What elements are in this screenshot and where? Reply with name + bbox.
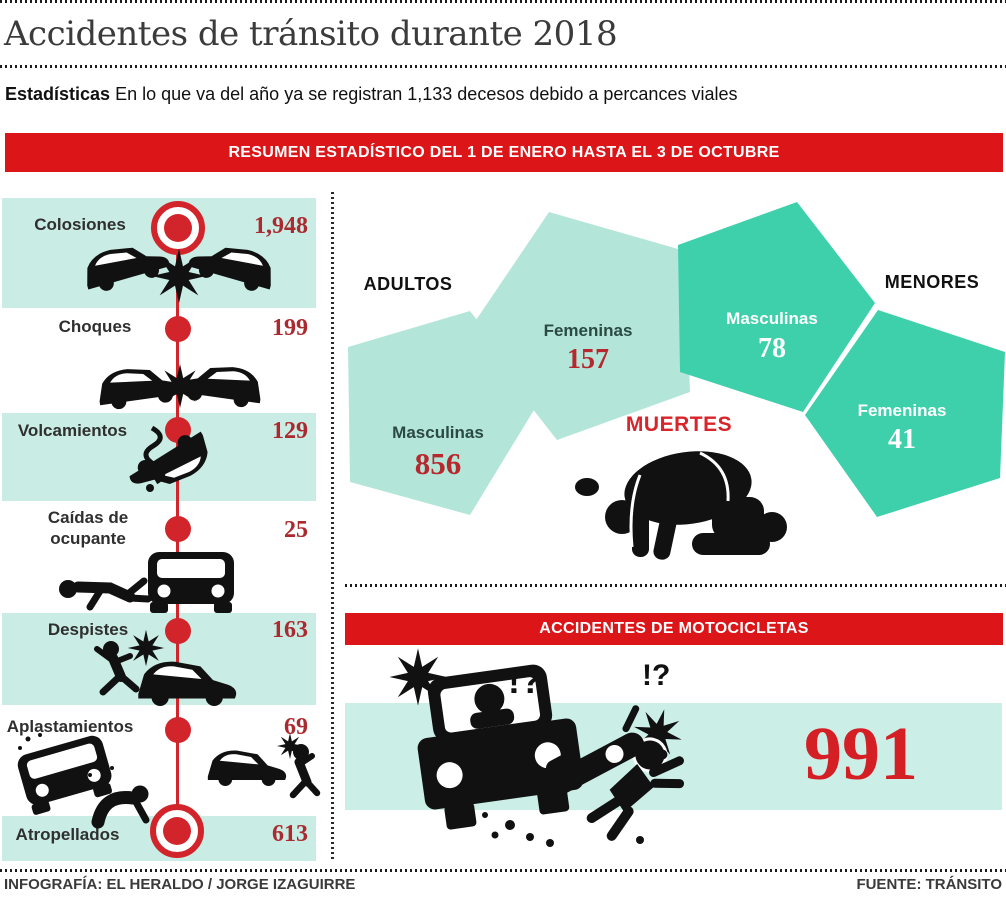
section-rule xyxy=(345,584,1006,587)
target-marker xyxy=(151,201,205,255)
crushing-icon xyxy=(17,733,150,829)
timeline-icons xyxy=(17,235,321,829)
timeline-value: 199 xyxy=(272,315,308,341)
rider-figure xyxy=(586,703,689,841)
motorcycle-value: 991 xyxy=(804,712,918,796)
pentagon-label: Masculinas xyxy=(726,309,818,328)
timeline-label: Aplastamientos xyxy=(6,717,134,736)
pentagon-label: Masculinas xyxy=(392,423,484,442)
bang-mark: !? xyxy=(642,659,670,692)
muertes-title: MUERTES xyxy=(625,413,733,436)
footer-credit: INFOGRAFÍA: EL HERALDO / JORGE IZAGUIRRE xyxy=(4,876,356,893)
footer-source: FUENTE: TRÁNSITO xyxy=(856,876,1002,893)
top-rule xyxy=(0,0,1006,3)
pentagon-value: 78 xyxy=(758,333,786,364)
pentagon-label: Femeninas xyxy=(857,401,947,420)
dot-marker xyxy=(165,516,191,542)
timeline-label: Despistes xyxy=(47,620,129,639)
run-over-icon xyxy=(207,733,321,799)
group-label-menores: MENORES xyxy=(884,272,980,292)
pentagon-adultos-femeninas xyxy=(470,212,690,440)
pentagon-adultos-masculinas xyxy=(348,311,540,515)
motorcycle-figure xyxy=(544,705,668,797)
target-marker xyxy=(150,804,204,858)
timeline-value: 163 xyxy=(272,617,308,643)
runoff-icon xyxy=(94,629,237,707)
dot-marker xyxy=(165,316,191,342)
motorcycle-banner: ACCIDENTES DE MOTOCICLETAS xyxy=(345,613,1003,645)
timeline-value: 69 xyxy=(284,714,308,740)
motorcycle-crash-icon: !? !? xyxy=(390,648,689,847)
timeline-value: 129 xyxy=(272,418,308,444)
timeline-label: Choques xyxy=(58,317,132,336)
pentagon-menores-femeninas xyxy=(805,310,1005,517)
overturned-car-icon xyxy=(125,425,218,504)
timeline-label: Atropellados xyxy=(15,825,120,844)
footer-rule xyxy=(0,869,1006,872)
head-on-collision-icon xyxy=(79,235,279,304)
dot-marker xyxy=(165,717,191,743)
crash-icon xyxy=(95,359,265,412)
timeline-value: 1,948 xyxy=(254,213,308,239)
title-rule xyxy=(0,65,1006,68)
bang-mark: !? xyxy=(508,660,542,701)
kicker-lead: Estadísticas xyxy=(5,84,111,104)
band-volcamientos xyxy=(2,413,316,501)
pentagon-value: 157 xyxy=(567,344,609,375)
dot-marker xyxy=(165,618,191,644)
timeline-label: Colosiones xyxy=(34,215,126,234)
pentagon-value: 41 xyxy=(888,424,916,455)
column-separator xyxy=(331,192,334,860)
timeline-label: Caídas de ocupante xyxy=(47,508,129,548)
kicker-text: En lo que va del año ya se registran 1,1… xyxy=(110,84,738,104)
fallen-occupant-icon xyxy=(59,552,234,613)
dead-body-icon xyxy=(575,451,787,560)
group-label-adultos: ADULTOS xyxy=(363,274,453,294)
pentagon-value: 856 xyxy=(414,446,462,481)
pentagon-label: Femeninas xyxy=(543,321,633,340)
summary-banner: RESUMEN ESTADÍSTICO DEL 1 DE ENERO HASTA… xyxy=(5,133,1003,172)
timeline-label: Volcamientos xyxy=(17,421,128,440)
kicker: Estadísticas En lo que va del año ya se … xyxy=(5,84,985,105)
timeline-value: 613 xyxy=(272,821,308,847)
page-title: Accidentes de tránsito durante 2018 xyxy=(4,14,618,54)
pentagon-menores-masculinas xyxy=(678,202,875,412)
timeline-value: 25 xyxy=(284,517,308,543)
deaths-pentagons xyxy=(348,202,1005,560)
